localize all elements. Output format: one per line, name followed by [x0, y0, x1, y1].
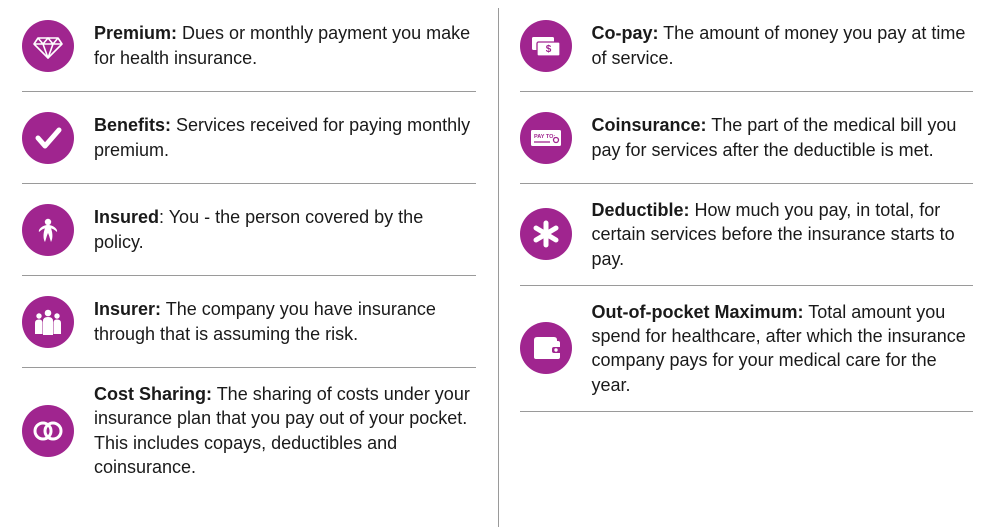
- term-label: Co-pay:: [592, 23, 659, 43]
- term-text: Insured: You - the person covered by the…: [94, 205, 472, 254]
- right-column: $ Co-pay: The amount of money you pay at…: [498, 0, 995, 530]
- term-insurer: Insurer: The company you have insurance …: [22, 276, 476, 368]
- term-text: Benefits: Services received for paying m…: [94, 113, 472, 162]
- term-text: Co-pay: The amount of money you pay at t…: [592, 21, 970, 70]
- wallet-icon: [520, 322, 572, 374]
- term-text: Cost Sharing: The sharing of costs under…: [94, 382, 472, 479]
- term-text: Premium: Dues or monthly payment you mak…: [94, 21, 472, 70]
- person-icon: [22, 204, 74, 256]
- payto-icon: PAY TO:: [520, 112, 572, 164]
- term-label: Cost Sharing:: [94, 384, 212, 404]
- term-text: Out-of-pocket Maximum: Total amount you …: [592, 300, 970, 397]
- rings-icon: [22, 405, 74, 457]
- group-icon: [22, 296, 74, 348]
- check-icon: [22, 112, 74, 164]
- svg-text:$: $: [545, 44, 551, 55]
- term-sep: :: [159, 207, 169, 227]
- term-label: Deductible:: [592, 200, 690, 220]
- vertical-divider: [498, 8, 499, 527]
- money-icon: $: [520, 20, 572, 72]
- term-label: Benefits:: [94, 115, 171, 135]
- term-coinsurance: PAY TO: Coinsurance: The part of the med…: [520, 92, 974, 184]
- term-deductible: Deductible: How much you pay, in total, …: [520, 184, 974, 286]
- term-label: Insurer:: [94, 299, 161, 319]
- term-label: Insured: [94, 207, 159, 227]
- term-text: Coinsurance: The part of the medical bil…: [592, 113, 970, 162]
- term-label: Premium:: [94, 23, 177, 43]
- term-label: Out-of-pocket Maximum:: [592, 302, 804, 322]
- term-copay: $ Co-pay: The amount of money you pay at…: [520, 0, 974, 92]
- svg-text:PAY TO:: PAY TO:: [534, 134, 555, 140]
- asterisk-icon: [520, 208, 572, 260]
- term-premium: Premium: Dues or monthly payment you mak…: [22, 0, 476, 92]
- terms-grid: Premium: Dues or monthly payment you mak…: [0, 0, 995, 530]
- term-text: Insurer: The company you have insurance …: [94, 297, 472, 346]
- left-column: Premium: Dues or monthly payment you mak…: [0, 0, 498, 530]
- term-benefits: Benefits: Services received for paying m…: [22, 92, 476, 184]
- diamond-icon: [22, 20, 74, 72]
- term-oop-max: Out-of-pocket Maximum: Total amount you …: [520, 286, 974, 412]
- term-label: Coinsurance:: [592, 115, 707, 135]
- term-cost-sharing: Cost Sharing: The sharing of costs under…: [22, 368, 476, 493]
- term-text: Deductible: How much you pay, in total, …: [592, 198, 970, 271]
- term-insured: Insured: You - the person covered by the…: [22, 184, 476, 276]
